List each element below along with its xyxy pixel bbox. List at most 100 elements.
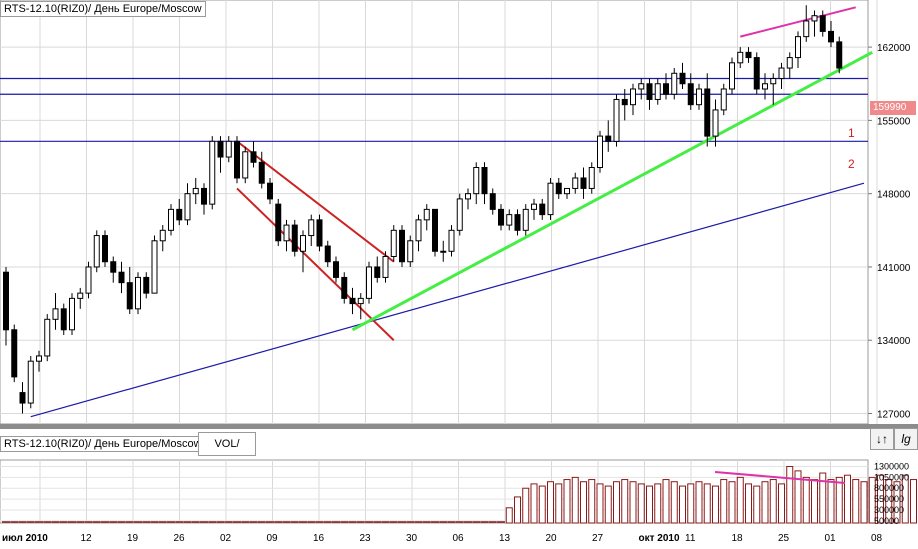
date-tick-label: 23	[360, 533, 372, 544]
date-tick-label: 12	[81, 533, 93, 544]
volume-bar	[547, 481, 554, 524]
candle-body	[316, 219, 323, 247]
candle-body	[795, 36, 801, 59]
date-tick-label: 13	[499, 533, 511, 544]
candle-body	[324, 245, 331, 263]
candle-body	[250, 151, 257, 163]
candle-body	[308, 219, 315, 237]
volume-bar	[901, 474, 909, 524]
volume-bar	[530, 483, 538, 524]
channel-lower-line	[236, 187, 395, 341]
candle-body	[489, 193, 496, 210]
candle-body	[19, 392, 26, 404]
candle-body	[630, 88, 636, 106]
candle-body	[729, 62, 735, 90]
volume-bar	[868, 476, 876, 524]
volume-bar	[844, 474, 851, 524]
volume-bar	[794, 470, 802, 524]
candle-body	[580, 177, 587, 189]
volume-panel-title: RTS-12.10(RIZ0)/ День Europe/Moscow	[0, 436, 206, 452]
candle-body	[300, 235, 306, 252]
scale-toggle-button[interactable]: ↓↑	[870, 428, 894, 450]
candle-body	[473, 167, 480, 195]
price-tick-label: 127000	[877, 410, 911, 421]
candle-body	[597, 135, 603, 169]
volume-bar	[580, 481, 587, 524]
date-tick-label: 16	[313, 533, 325, 544]
candle-body	[564, 187, 570, 195]
candle-body	[786, 57, 793, 69]
price-y-axis: 162000 155000 148000 141000 134000 127000	[868, 43, 911, 421]
candle-body	[778, 67, 785, 80]
volume-bar	[877, 474, 884, 524]
volume-bar	[720, 479, 728, 524]
volume-divergence-line	[714, 471, 846, 484]
date-tick-label: 19	[127, 533, 139, 544]
volume-bar	[728, 481, 736, 524]
price-tick-label: 134000	[877, 336, 911, 347]
candle-body	[432, 208, 438, 252]
date-tick-label: 09	[267, 533, 279, 544]
candle-body	[613, 98, 620, 142]
candle-body	[663, 83, 669, 95]
volume-bar	[736, 476, 744, 524]
date-x-axis: июл 2010 12 19 26 02 09 16 23 30 06 13 20 27 окт 2010…	[2, 533, 918, 544]
volume-bar	[778, 483, 785, 524]
candle-body	[753, 57, 760, 90]
volume-tick-label: 800000	[874, 483, 904, 493]
candle-body	[192, 187, 199, 195]
candle-body	[184, 193, 191, 221]
volume-bar	[835, 476, 843, 524]
volume-indicator-button[interactable]: VOL/	[198, 432, 256, 456]
candle-body	[201, 187, 207, 205]
price-tick-label: 141000	[877, 263, 911, 274]
candle-body	[27, 360, 34, 404]
candle-body	[11, 329, 18, 378]
candle-body	[704, 88, 711, 137]
volume-bar	[802, 476, 810, 524]
volume-bar	[662, 479, 670, 524]
date-tick-label: 27	[592, 533, 604, 544]
volume-bar	[893, 481, 901, 524]
candle-body	[712, 109, 719, 137]
date-tick-label: 26	[174, 533, 186, 544]
volume-bar	[588, 479, 596, 524]
candle-body	[159, 229, 166, 242]
candle-body	[423, 208, 430, 221]
candle-body	[654, 83, 661, 100]
long-uptrend-line	[30, 182, 865, 418]
price-tick-label: 148000	[877, 190, 911, 201]
volume-bar	[769, 479, 777, 524]
candle-body	[465, 193, 471, 200]
candle-body	[225, 140, 232, 158]
date-tick-label: 20	[546, 533, 558, 544]
volume-bar	[522, 487, 530, 524]
candle-body	[110, 261, 117, 273]
panel-separator[interactable]	[0, 424, 918, 429]
candle-body	[531, 203, 537, 210]
candle-body	[118, 271, 125, 284]
candle-body	[720, 88, 727, 111]
candle-body	[803, 20, 810, 38]
candle-body	[283, 224, 290, 242]
candle-body	[572, 177, 579, 189]
candle-body	[77, 292, 84, 299]
candle-body	[93, 235, 100, 268]
volume-bar	[538, 485, 546, 524]
candle-body	[44, 318, 51, 357]
volume-tick-label: 550000	[874, 494, 904, 504]
candle-body	[69, 297, 75, 331]
candle-body	[762, 83, 768, 90]
candle-body	[646, 83, 653, 100]
candle-body	[85, 266, 92, 294]
volume-bars-group	[2, 466, 917, 524]
candle-body	[52, 308, 59, 320]
candle-body	[135, 276, 141, 310]
log-scale-button[interactable]: lg	[894, 428, 918, 450]
volume-bar	[761, 481, 769, 524]
candle-body	[696, 88, 702, 106]
level-label-2: 2	[848, 157, 855, 171]
volume-bar	[596, 483, 604, 524]
candle-body	[291, 224, 298, 252]
